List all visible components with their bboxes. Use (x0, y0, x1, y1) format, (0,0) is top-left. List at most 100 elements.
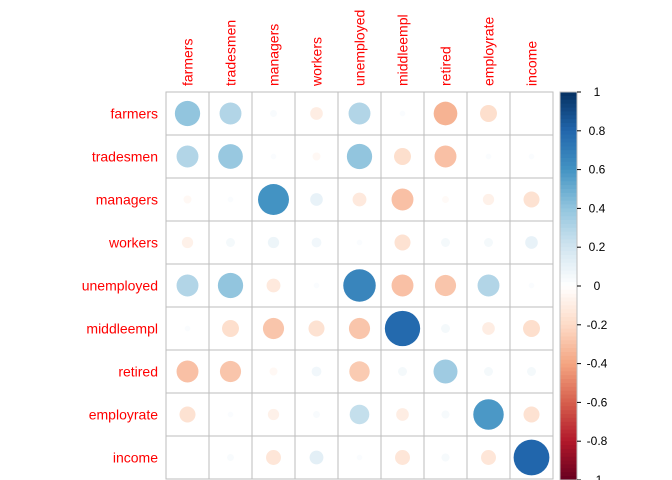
colorbar-segment (560, 437, 577, 442)
row-label: tradesmen (92, 149, 158, 165)
correlation-circle (441, 324, 450, 333)
column-label: middleempl (395, 14, 411, 86)
colorbar-segment (560, 185, 577, 190)
colorbar-segment (560, 177, 577, 182)
colorbar-segment (560, 286, 577, 291)
correlation-circle (477, 274, 500, 297)
column-label: unemployed (352, 10, 368, 86)
colorbar-segment (560, 227, 577, 233)
colorbar-segment (560, 410, 577, 415)
colorbar-segment (560, 367, 577, 372)
colorbar-tick-label: 0.6 (589, 163, 606, 177)
colorbar-segment (560, 181, 577, 186)
colorbar-segment (560, 336, 577, 341)
colorbar-tick-label: -1 (592, 473, 603, 480)
cell (251, 263, 296, 308)
row-label: workers (108, 235, 158, 251)
correlation-circle (523, 191, 540, 208)
correlation-circle (527, 367, 536, 376)
colorbar-segment (560, 309, 577, 314)
correlation-circle (441, 238, 450, 247)
colorbar-segment (560, 344, 577, 349)
correlation-circle (222, 320, 239, 337)
colorbar-segment (560, 282, 577, 287)
correlation-circle (227, 411, 234, 418)
colorbar-segment (560, 254, 577, 260)
correlation-circles (174, 100, 550, 476)
colorbar-segment (560, 204, 577, 209)
cell-grid (165, 91, 554, 480)
colorbar-segment (560, 328, 577, 334)
colorbar-segment (560, 417, 577, 423)
correlation-circle (441, 453, 450, 462)
correlation-circle (227, 196, 234, 203)
correlation-circle (310, 107, 323, 120)
correlation-circle (311, 237, 322, 248)
colorbar-segment (560, 123, 577, 128)
correlation-circle (217, 272, 244, 299)
correlation-circle (395, 450, 410, 465)
correlation-circle (396, 408, 409, 421)
color-legend: 1 0.8 0.6 0.4 0.2 0 -0.2 -0.4 -0.6 -0.8 -1 (559, 85, 608, 480)
colorbar-segment (560, 103, 577, 109)
colorbar-segment (560, 95, 577, 101)
correlation-circle (391, 274, 414, 297)
column-labels: farmers tradesmen managers workers unemploye… (180, 10, 540, 87)
row-label: middleempl (86, 321, 158, 337)
colorbar-segment (560, 386, 577, 392)
row-label: unemployed (82, 278, 158, 294)
row-label: managers (96, 192, 158, 208)
colorbar-segment (560, 476, 577, 480)
colorbar-segment (560, 421, 577, 427)
colorbar-tick-label: 1 (594, 85, 601, 99)
colorbar-segment (560, 456, 577, 462)
colorbar-segment (560, 154, 577, 159)
correlation-circle (434, 145, 457, 168)
colorbar-segment (560, 452, 577, 458)
correlation-circle (266, 278, 281, 293)
correlation-circle (513, 439, 550, 476)
colorbar-segment (560, 301, 577, 306)
colorbar-segment (560, 305, 577, 310)
row-label: farmers (111, 106, 158, 122)
correlation-circle (227, 454, 234, 461)
correlation-circle (312, 152, 321, 161)
colorbar-segment (560, 142, 577, 147)
correlation-circle (270, 153, 277, 160)
correlation-circle (482, 193, 495, 206)
column-label: income (524, 41, 540, 86)
colorbar-tick-label: -0.4 (587, 357, 608, 371)
correlation-circle (384, 310, 421, 347)
colorbar-segment (560, 297, 577, 303)
colorbar-segment (560, 390, 577, 396)
correlation-circle (348, 317, 371, 340)
correlation-circle (356, 239, 363, 246)
correlation-circle (482, 322, 495, 335)
colorbar-segment (560, 340, 577, 345)
colorbar-segment (560, 429, 577, 434)
cell (294, 177, 339, 222)
correlation-circle (433, 101, 458, 126)
colorbar-segment (560, 359, 577, 365)
colorbar-tick-label: 0.4 (589, 201, 606, 215)
correlation-circle (313, 411, 320, 418)
colorbar-segment (560, 138, 577, 143)
correlation-circle (349, 361, 370, 382)
colorbar-segment (560, 464, 577, 469)
colorbar-segment (560, 111, 577, 116)
colorbar-segment (560, 239, 577, 244)
correlation-circle (442, 196, 449, 203)
colorbar-segment (560, 332, 577, 337)
cell (509, 91, 554, 136)
row-labels: farmers tradesmen managers workers unemploye… (82, 106, 158, 466)
cell (165, 435, 210, 480)
column-label: retired (438, 46, 454, 86)
colorbar-segment (560, 200, 577, 206)
correlation-circle (394, 148, 411, 165)
correlation-circle (394, 234, 411, 251)
colorbar-segment (560, 216, 577, 221)
colorbar-segment (560, 348, 577, 353)
correlation-circle (434, 274, 457, 297)
correlation-circle (219, 360, 242, 383)
colorbar-segment (560, 402, 577, 407)
